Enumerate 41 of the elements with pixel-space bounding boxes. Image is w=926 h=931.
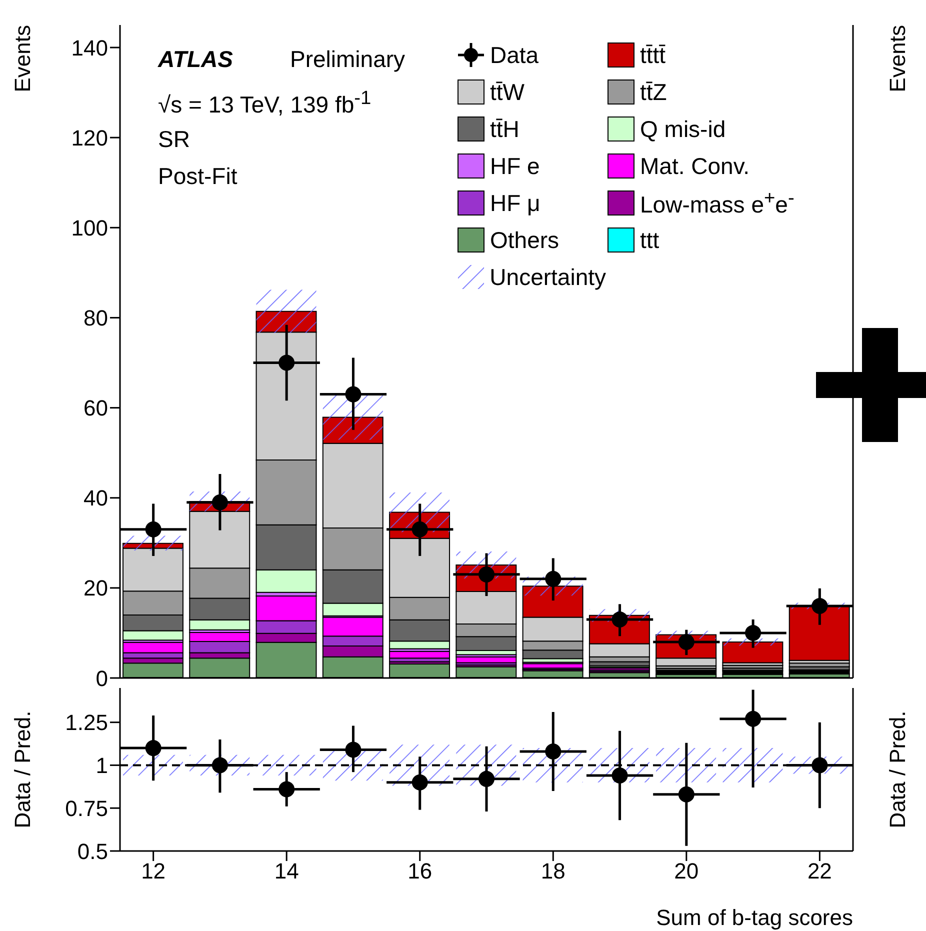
annotation: ATLAS [158, 45, 233, 74]
y2-axis-title: Events [885, 25, 910, 92]
x-tick-label: 14 [274, 858, 299, 884]
annotation: √s = 13 TeV, 139 fb$^{-1}$ [158, 87, 372, 120]
x-axis-title: Sum of b-tag scores [656, 905, 853, 930]
legend-label: tt̄tt̄ [640, 42, 666, 68]
y-tick-label: 140 [71, 35, 108, 60]
y2-axis-title: Data / Pred. [885, 710, 910, 828]
y-tick-label: 1.25 [65, 710, 108, 736]
legend-label: Data [490, 42, 539, 68]
x-tick-label: 12 [141, 858, 166, 884]
y-tick-label: 0 [96, 666, 108, 691]
legend-label: Uncertainty [490, 264, 606, 290]
y-tick-label: 80 [84, 306, 108, 331]
y-tick-label: 40 [84, 486, 108, 511]
y-tick-label: 20 [84, 576, 108, 601]
annotation: Post-Fit [158, 162, 238, 191]
y-tick-label: 0.5 [77, 838, 108, 864]
x-tick-label: 18 [540, 858, 566, 884]
y-tick-label: 0.75 [65, 796, 108, 821]
y-tick-label: 100 [71, 215, 108, 240]
legend-label: HF μ [490, 190, 540, 216]
legend-label: Low-mass e$^{+}$e$^{-}$ [640, 188, 794, 218]
legend-label: HF e [490, 152, 540, 180]
legend-label: tt̄W [490, 78, 524, 106]
legend-label: tt̄H [490, 116, 520, 142]
legend-label: Mat. Conv. [640, 152, 750, 180]
y-axis-title: Data / Pred. [10, 710, 35, 828]
y-tick-label: 1 [96, 753, 108, 778]
legend-label: tt̄Z [640, 78, 667, 106]
x-tick-label: 22 [807, 858, 832, 884]
legend-label: ttt [640, 226, 660, 254]
x-tick-label: 16 [408, 858, 432, 884]
y-tick-label: 60 [84, 396, 108, 421]
y-axis-title: Events [10, 25, 35, 92]
y-tick-label: 120 [71, 125, 108, 150]
legend-label: Others [490, 226, 560, 254]
legend-label: Q mis-id [640, 116, 726, 142]
annotation: Preliminary [290, 45, 406, 74]
annotation: SR [158, 125, 190, 154]
x-tick-label: 20 [674, 858, 699, 884]
